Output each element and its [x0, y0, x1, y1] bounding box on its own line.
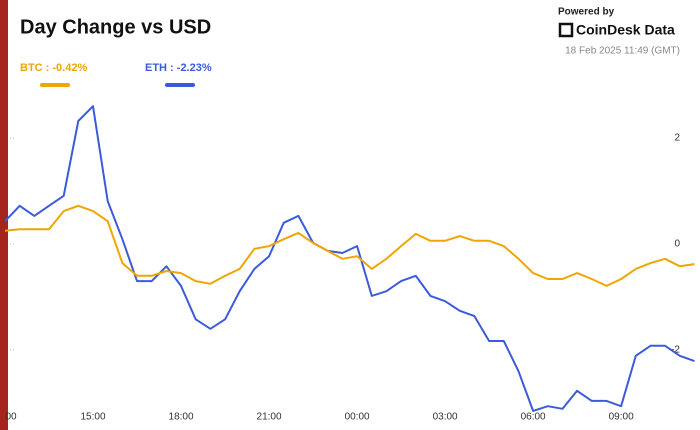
series-line	[4, 105, 695, 412]
legend-label: ETH : -2.23%	[145, 62, 212, 74]
legend-label: BTC : -0.42%	[20, 62, 87, 74]
legend-swatch	[40, 83, 70, 87]
chart-title: Day Change vs USD	[20, 16, 211, 38]
x-tick-label: 15:00	[81, 412, 106, 423]
brand-name: CoinDesk Data	[576, 22, 675, 38]
y-tick-label: 0	[674, 239, 680, 250]
accent-bar	[0, 0, 8, 430]
legend-swatch	[165, 83, 195, 87]
x-tick-label: 09:00	[609, 412, 634, 423]
x-tick-label: 03:00	[433, 412, 458, 423]
powered-by: Powered by	[558, 7, 615, 18]
timestamp: 18 Feb 2025 11:49 (GMT)	[565, 46, 680, 57]
x-tick-label: 00:00	[345, 412, 370, 423]
series-line	[4, 204, 695, 287]
x-tick-label: 06:00	[521, 412, 546, 423]
x-tick-label: 18:00	[169, 412, 194, 423]
y-tick-label: -2	[671, 345, 680, 356]
brand-logo	[558, 22, 574, 38]
x-tick-label: 21:00	[257, 412, 282, 423]
x-tick-label: 00	[5, 412, 17, 423]
y-tick-label: 2	[674, 133, 680, 144]
